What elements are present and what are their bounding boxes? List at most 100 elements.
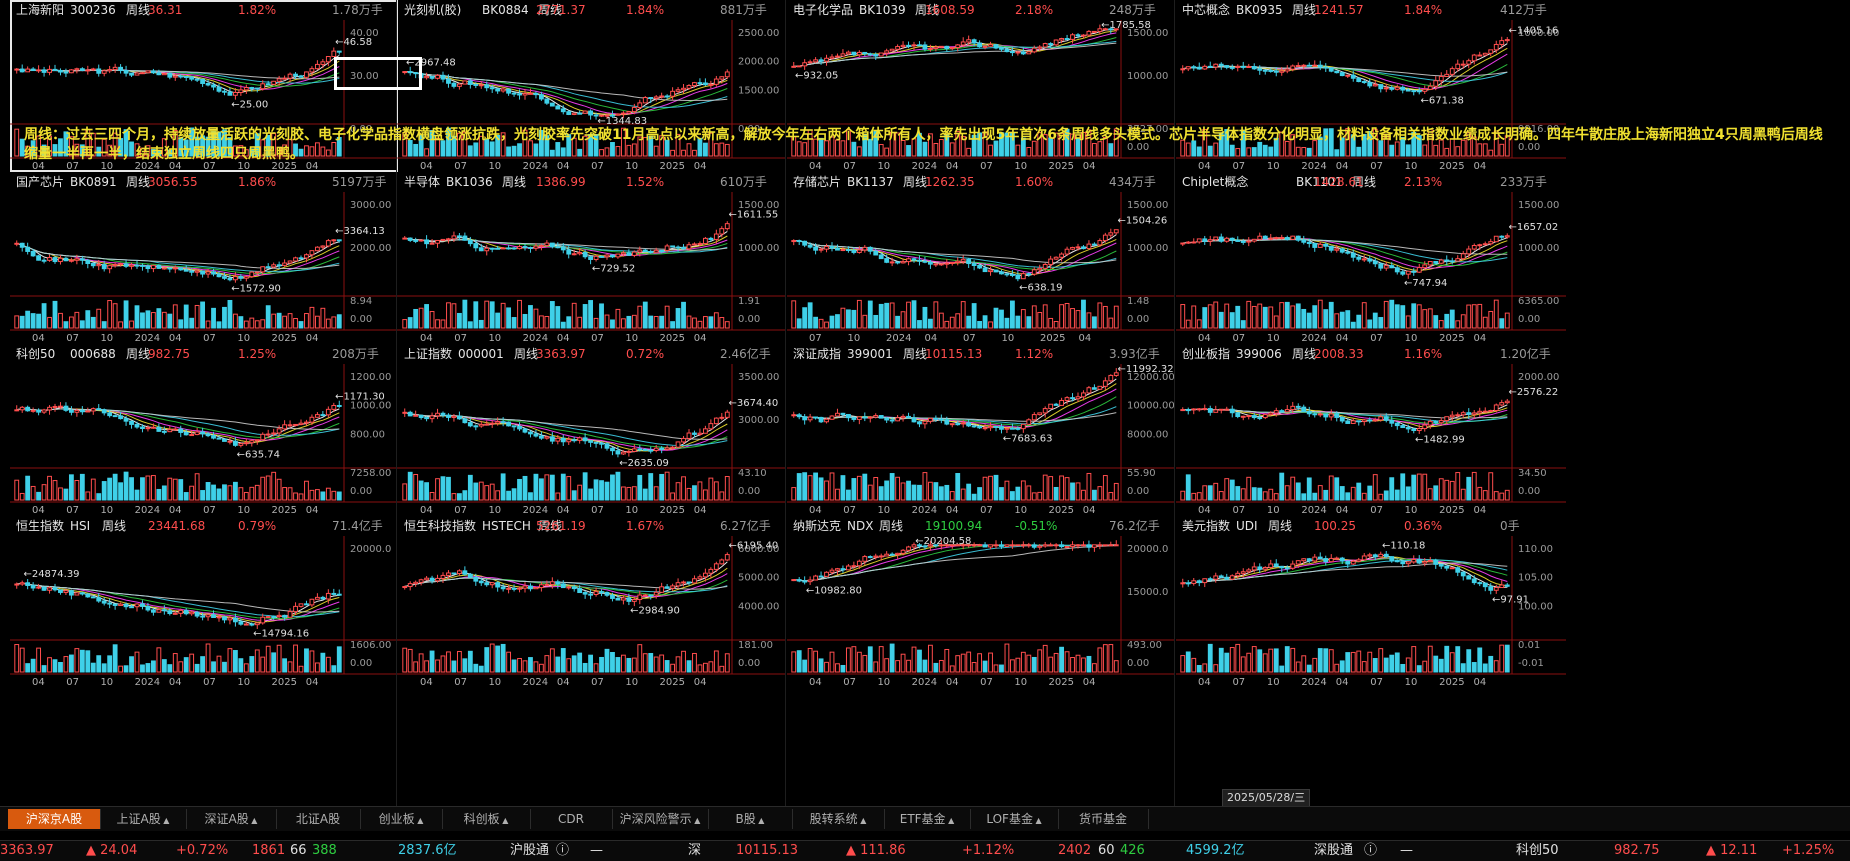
panel-name: 半导体 <box>404 175 441 189</box>
chart-panel-bk0884[interactable]: 光刻机(胶) BK0884 周线 2771.37 1.84% 881万手 2500.00 20… <box>398 0 786 172</box>
chart-panel-bk1039[interactable]: 电子化学品 BK1039 周线 1608.59 2.18% 248万手 1500.00 100… <box>787 0 1175 172</box>
tab-0[interactable]: 沪深京A股 <box>8 809 101 829</box>
candle-body <box>1224 237 1230 242</box>
hgt-value: — <box>590 843 603 858</box>
volume-bar <box>517 478 522 501</box>
volume-bar <box>642 653 648 673</box>
volume-bar <box>1091 143 1097 157</box>
candle-body <box>260 433 266 441</box>
chart-panel-bk1101[interactable]: Chiplet概念 BK1101 周线 1428.61 2.13% 233万手 1500.0… <box>1176 172 1566 344</box>
volume-bar <box>1053 132 1059 157</box>
chart-panel-399001[interactable]: 深证成指 399001 周线 10115.13 1.12% 3.93亿手 12000.00 1… <box>787 344 1175 516</box>
candle-body <box>927 47 933 50</box>
candle-body <box>1213 575 1219 580</box>
volume-bar <box>1075 310 1081 329</box>
volume-bar <box>1229 144 1235 157</box>
candle-body <box>1262 566 1268 570</box>
tab-8[interactable]: B股 ▲ <box>708 809 793 829</box>
x-tick-label: 04 <box>1198 677 1211 688</box>
volume-bar <box>862 473 868 501</box>
help-icon[interactable]: ⓘ <box>1364 843 1378 858</box>
volume-bar <box>867 646 873 673</box>
volume-bar <box>813 138 819 157</box>
tab-3[interactable]: 北证A股 <box>276 809 361 829</box>
chart-panel-bk1036[interactable]: 半导体 BK1036 周线 1386.99 1.52% 610万手 1500.00 1000.… <box>398 172 786 344</box>
tab-7[interactable]: 沪深风险警示 ▲ <box>612 809 709 829</box>
volume-bar <box>1202 485 1208 501</box>
candle-body <box>47 406 52 411</box>
x-tick-label: 10 <box>877 677 890 688</box>
help-icon[interactable]: ⓘ <box>556 843 570 858</box>
tab-4[interactable]: 创业板 ▲ <box>360 809 443 829</box>
volume-bar <box>249 148 255 157</box>
volume-bar <box>1488 472 1494 501</box>
candle-body <box>1427 420 1433 426</box>
volume-bar <box>140 664 145 673</box>
sgt-label[interactable]: 深股通 <box>1314 843 1354 858</box>
hgt-label[interactable]: 沪股通 <box>510 843 550 858</box>
volume-bar <box>167 149 173 157</box>
volume-bar <box>134 651 140 673</box>
chart-panel-hsi[interactable]: 恒生指数 HSI 周线 23441.68 0.79% 71.4亿手 20000.0 1606.… <box>10 516 398 688</box>
candle-body <box>670 245 676 248</box>
volume-bar <box>205 136 211 157</box>
candle-body <box>1037 412 1043 416</box>
volume-bar <box>1493 491 1499 501</box>
chart-panel-hstech[interactable]: 恒生科技指数 HSTECH 周线 5261.19 1.67% 6.27亿手 6000.00 5… <box>398 516 786 688</box>
x-tick-label: 07 <box>843 161 856 172</box>
candle-body <box>582 252 588 258</box>
tab-6[interactable]: CDR <box>530 809 613 829</box>
tab-12[interactable]: 货币基金 <box>1058 809 1149 829</box>
volume-bar <box>90 132 96 157</box>
panel-volume: 1.20亿手 <box>1500 347 1551 361</box>
volume-bar <box>1081 657 1086 673</box>
volume-bar <box>1444 313 1450 329</box>
chart-panel-300236[interactable]: 上海新阳 300236 周线 36.31 1.82% 1.78万手 40.00 30.00 0.… <box>10 0 398 172</box>
panel-percent: 1.84% <box>626 3 665 17</box>
volume-bar <box>304 145 309 157</box>
chart-panel-000001[interactable]: 上证指数 000001 周线 3363.97 0.72% 2.46亿手 3500.00 300… <box>398 344 786 516</box>
volume-bar <box>1235 486 1241 501</box>
volume-bar <box>599 303 604 329</box>
volume-bar <box>1075 654 1081 673</box>
x-tick-label: 07 <box>1370 161 1383 172</box>
tab-5[interactable]: 科创板 ▲ <box>442 809 531 829</box>
tab-11[interactable]: LOF基金 ▲ <box>970 809 1059 829</box>
volume-bar <box>1273 493 1279 501</box>
volume-bar <box>1493 130 1499 157</box>
tab-10[interactable]: ETF基金 ▲ <box>884 809 971 829</box>
candle-body <box>446 414 451 418</box>
chart-panel-bk0935[interactable]: 中芯概念 BK0935 周线 1241.57 1.84% 412万手 1000.00 9916… <box>1176 0 1566 172</box>
candle-body <box>407 71 413 74</box>
tab-2[interactable]: 深证A股 ▲ <box>186 809 277 829</box>
candle-body <box>1113 544 1119 547</box>
candle-body <box>440 74 446 80</box>
candle-body <box>1367 82 1373 87</box>
volume-bar <box>407 140 413 157</box>
chart-panel-bk0891[interactable]: 国产芯片 BK0891 周线 3056.55 1.86% 5197万手 3000.00 200… <box>10 172 398 344</box>
chart-panel-udi[interactable]: 美元指数 UDI 周线 100.25 0.36% 0手 110.00 105.00 100.00… <box>1176 516 1566 688</box>
candle-body <box>1455 258 1461 262</box>
candle-body <box>977 264 983 269</box>
volume-bar <box>1004 132 1010 157</box>
candle-body <box>456 415 462 420</box>
candle-body <box>642 97 648 104</box>
chart-panel-399006[interactable]: 创业板指 399006 周线 2008.33 1.16% 1.20亿手 2000.00 34.… <box>1176 344 1566 516</box>
candle-body <box>1361 555 1367 561</box>
candle-body <box>1053 39 1059 46</box>
tab-9[interactable]: 股转系统 ▲ <box>792 809 885 829</box>
chart-panel-000688[interactable]: 科创50 000688 周线 982.75 1.25% 208万手 1200.00 1000.… <box>10 344 398 516</box>
chart-panel-bk1137[interactable]: 存储芯片 BK1137 周线 1262.35 1.60% 434万手 1500.00 1000… <box>787 172 1175 344</box>
chart-panel-ndx[interactable]: 纳斯达克 NDX 周线 19100.94 -0.51% 76.2亿手 20000.0 1500… <box>787 516 1175 688</box>
volume-bar <box>473 301 479 329</box>
volume-bar <box>52 144 58 157</box>
volume-bar <box>140 477 145 501</box>
volume-bar <box>631 657 637 673</box>
volume-bar <box>933 482 939 501</box>
volume-bar <box>1091 663 1097 673</box>
volume-bar <box>19 492 25 501</box>
volume-tick-label: 0.00 <box>1127 486 1149 497</box>
candle-body <box>287 260 293 264</box>
candle-body <box>796 65 802 68</box>
tab-1[interactable]: 上证A股 ▲ <box>100 809 187 829</box>
